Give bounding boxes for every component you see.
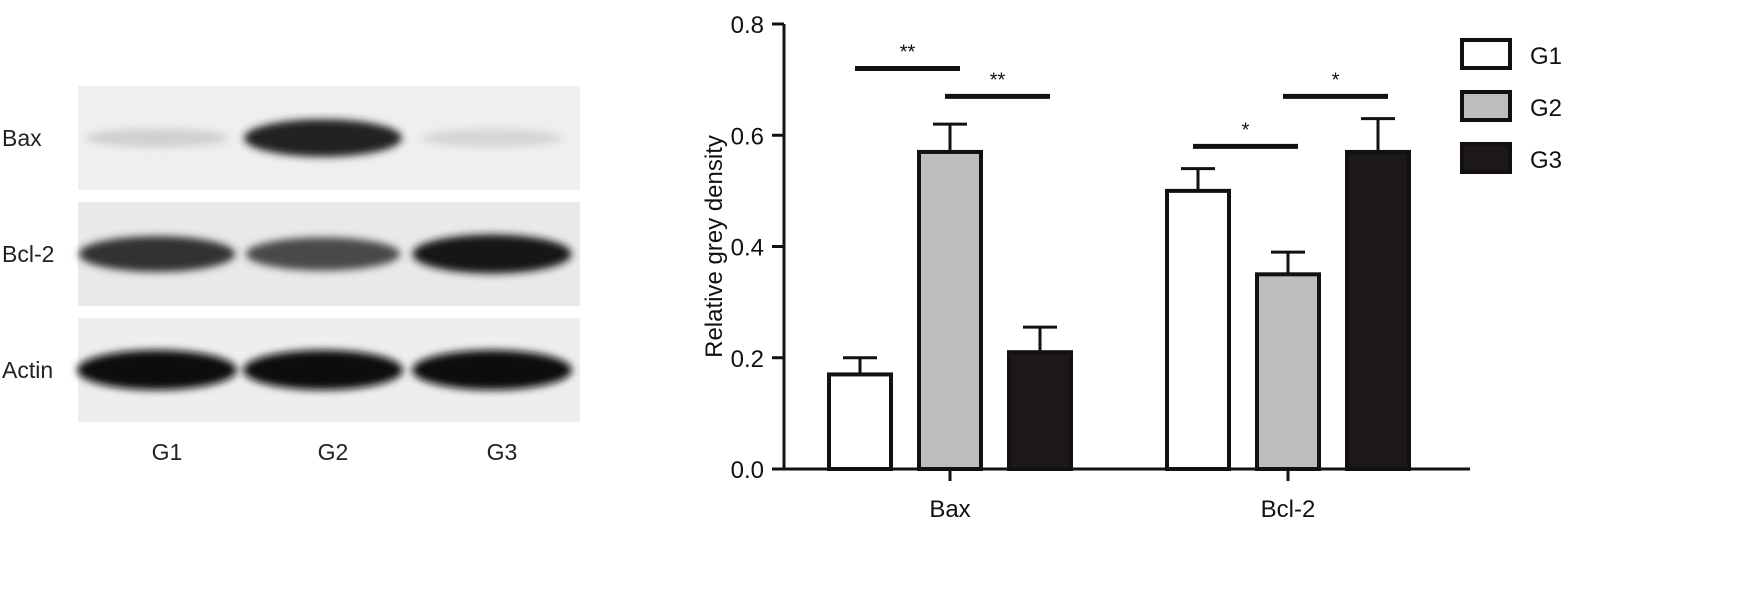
bar-chart-panel: 0.0 0.2 0.4 0.6 0.8 Bax Bcl-2 ** ** * * G1 G2 G3 Re… <box>700 0 1749 587</box>
blot-row-label: Bcl-2 <box>2 241 54 267</box>
legend-label: G3 <box>1530 147 1562 174</box>
bar-bax-g1 <box>827 372 893 471</box>
x-tick-label: Bcl-2 <box>1261 496 1316 523</box>
blot-lane-label: G1 <box>152 439 183 465</box>
blot-lane-label: G3 <box>487 439 518 465</box>
blot-band <box>412 234 572 274</box>
legend-label: G2 <box>1530 95 1562 122</box>
y-tick-label: 0.6 <box>731 123 764 150</box>
blot-band <box>245 237 401 271</box>
blot-band <box>421 128 563 148</box>
bar-bcl-2-g1 <box>1165 188 1231 471</box>
legend-swatch <box>1460 38 1512 70</box>
y-axis-label: Relative grey density <box>701 135 728 358</box>
significance-marker: * <box>1332 69 1340 91</box>
x-tick-label: Bax <box>929 496 970 523</box>
bar-bcl-2-g3 <box>1345 149 1411 471</box>
blot-band <box>244 119 402 157</box>
legend-swatch <box>1460 90 1512 122</box>
blot-lane-label: G2 <box>318 439 349 465</box>
y-tick-label: 0.4 <box>731 235 764 262</box>
blot-band <box>78 236 236 272</box>
significance-marker: ** <box>900 42 916 64</box>
blot-row-label: Bax <box>2 125 42 151</box>
legend-label: G1 <box>1530 43 1562 70</box>
bar-bax-g3 <box>1007 350 1073 471</box>
western-blot-image: Bax Bcl-2 Actin G1 G2 G3 <box>2 86 580 465</box>
blot-band <box>412 350 572 390</box>
y-tick-label: 0.0 <box>731 457 764 484</box>
blot-band <box>243 350 403 390</box>
y-tick-label: 0.2 <box>731 346 764 373</box>
blot-band <box>85 128 229 148</box>
legend-swatch <box>1460 142 1512 174</box>
significance-marker: * <box>1242 119 1250 141</box>
significance-marker: ** <box>990 69 1006 91</box>
y-tick-label: 0.8 <box>731 12 764 39</box>
blot-row-label: Actin <box>2 357 53 383</box>
bar-bcl-2-g2 <box>1255 272 1321 471</box>
bar-bax-g2 <box>917 149 983 471</box>
blot-band <box>77 350 237 390</box>
western-blot-panel: Bax Bcl-2 Actin G1 G2 G3 <box>0 0 700 587</box>
